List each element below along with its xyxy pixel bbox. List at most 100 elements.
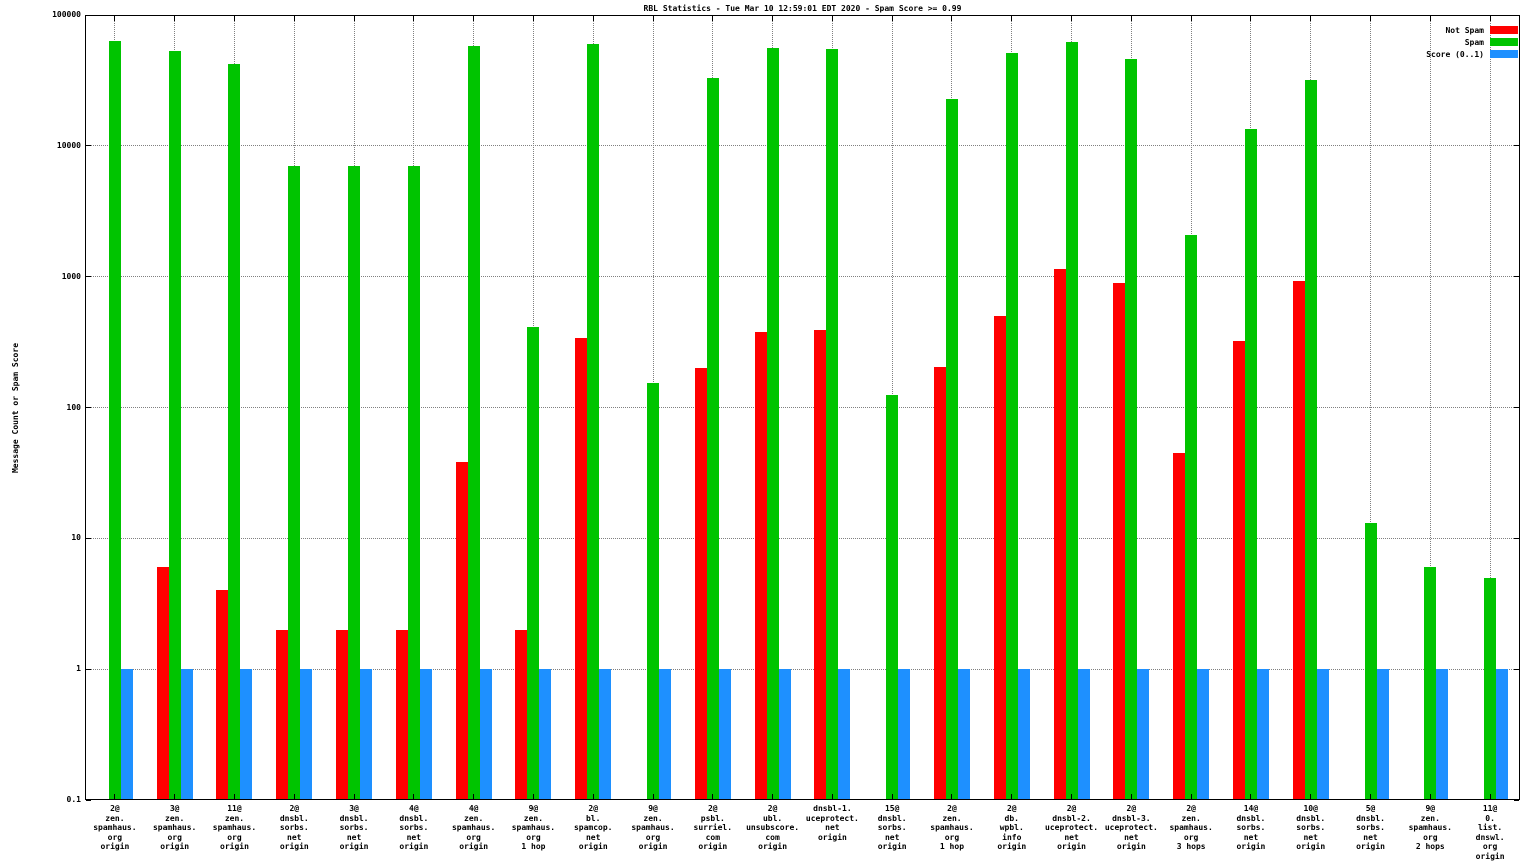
x-tick-label-line: org (1183, 832, 1199, 842)
x-tick-label-line: dnsbl. (1356, 813, 1385, 823)
x-tick-label-line: 4@ (468, 804, 479, 813)
bar-score (1137, 669, 1150, 799)
y-axis-label: Message Count or Spam Score (11, 342, 20, 474)
x-tick-label-line: 2@ (947, 804, 957, 813)
bar-score (1077, 669, 1090, 799)
y-tick-mark-right (1514, 407, 1519, 408)
x-tick-label-line: net (406, 832, 422, 842)
x-tick-label-line: 2@ (1186, 804, 1196, 813)
x-tick-label-line: net (1363, 832, 1378, 842)
bar-spam (587, 44, 600, 799)
x-tick-mark-top (1071, 16, 1073, 21)
y-tick-mark-left (86, 537, 91, 539)
x-tick-label-line: spamhaus. (93, 823, 137, 832)
x-tick-mark-bottom (1310, 794, 1312, 799)
y-tick-label: 1 (76, 664, 81, 674)
x-tick-label-line: zen. (1420, 813, 1440, 823)
bar-spam (527, 327, 540, 799)
x-tick-mark-bottom (951, 794, 953, 799)
bar-not-spam (336, 629, 349, 799)
x-tick-label-line: 3 hops (1176, 842, 1206, 851)
bar-spam (1005, 53, 1018, 799)
x-tick-label: 3@ dnsbl. sorbs. net origin (324, 804, 384, 852)
x-tick-label-line: sorbs. (1296, 823, 1326, 832)
y-gridline (85, 407, 1520, 408)
bar-spam (1424, 567, 1437, 799)
x-tick-mark-bottom (592, 794, 594, 799)
bar-not-spam (455, 462, 468, 799)
bar-spam (766, 47, 779, 799)
x-tick-mark-top (592, 16, 594, 21)
bar-not-spam (1053, 268, 1066, 799)
x-tick-label-line: spamhaus. (1169, 823, 1213, 832)
x-tick-label: 3@ zen. spamhaus. org origin (145, 804, 205, 852)
x-tick-label-line: zen. (523, 813, 544, 823)
x-tick-label-line: dnswl. (1475, 832, 1505, 842)
x-tick-mark-top (652, 16, 654, 21)
bar-spam (1125, 59, 1138, 799)
y-gridline (85, 145, 1520, 147)
x-tick-label-line: origin (698, 842, 728, 851)
x-tick-mark-top (951, 16, 953, 21)
x-tick-label-line: origin (220, 842, 249, 851)
x-tick-label-line: spamhaus. (451, 823, 496, 832)
y-gridline (85, 668, 1520, 670)
y-gridline (85, 537, 1520, 539)
x-tick-label-line: origin (638, 842, 668, 851)
bar-score (838, 669, 851, 799)
x-tick-label: 5@ dnsbl. sorbs. net origin (1341, 804, 1401, 852)
x-tick-label-line: spamhaus. (152, 823, 197, 832)
x-tick-mark-top (1250, 16, 1252, 21)
x-tick-mark-top (1489, 16, 1491, 21)
x-tick-label-line: 11@ (1482, 804, 1498, 813)
x-tick-mark-top (1429, 16, 1431, 21)
x-tick-label-line: 2@ (110, 804, 120, 813)
x-tick-label-line: spamhaus. (631, 823, 675, 832)
x-tick-label-line: origin (1057, 842, 1086, 851)
x-tick-label-line: spamhaus. (1408, 823, 1452, 832)
x-tick-label: 2@ zen. spamhaus. org 3 hops (1161, 804, 1221, 852)
x-gridline (1429, 15, 1431, 800)
x-tick-label-line: dnsbl. (1296, 813, 1326, 823)
x-tick-label: dnsbl-1. uceprotect. net origin (803, 804, 863, 842)
x-tick-label: 2@ zen. spamhaus. org 1 hop (922, 804, 982, 852)
x-tick-label-line: net (287, 832, 302, 842)
bar-score (957, 669, 970, 799)
bar-score (659, 669, 672, 799)
x-tick-label-line: origin (1296, 842, 1326, 851)
bar-not-spam (515, 629, 528, 799)
x-tick-label-line: dnsbl. (339, 813, 369, 823)
x-tick-mark-bottom (772, 794, 774, 799)
x-tick-label-line: org (944, 832, 960, 842)
x-tick-mark-top (1011, 16, 1013, 21)
x-tick-label-line: origin (1236, 842, 1266, 851)
x-tick-label-line: psbl. (700, 813, 725, 823)
x-tick-mark-top (712, 16, 714, 21)
x-tick-label-line: uceprotect. (1104, 823, 1158, 832)
x-tick-label-line: 1 hop (521, 842, 546, 851)
x-tick-label-line: net (1124, 832, 1139, 842)
x-tick-label: 4@ zen. spamhaus. org origin (444, 804, 504, 852)
x-tick-label-line: spamhaus. (212, 823, 257, 832)
x-tick-mark-bottom (413, 794, 415, 799)
x-tick-label-line: origin (578, 842, 608, 851)
x-tick-label: 9@ zen. spamhaus. org origin (623, 804, 683, 852)
x-tick-label-line: 11@ (227, 804, 242, 813)
bar-not-spam (395, 629, 408, 799)
y-tick-mark-right (1514, 537, 1519, 539)
x-tick-label-line: spamcop. (573, 823, 613, 832)
x-tick-mark-bottom (1429, 794, 1431, 799)
x-tick-label-line: sorbs. (1236, 823, 1266, 832)
x-tick-label-line: zen. (105, 813, 125, 823)
x-tick-label-line: net (1064, 832, 1079, 842)
x-tick-label-line: 15@ (884, 804, 900, 813)
x-tick-label-line: 2@ (1006, 804, 1017, 813)
x-tick-label: 4@ dnsbl. sorbs. net origin (384, 804, 444, 852)
bar-score (120, 669, 133, 799)
y-tick-label: 100000 (52, 10, 81, 19)
x-tick-label: 11@ zen. spamhaus. org origin (205, 804, 265, 852)
bar-spam (945, 98, 958, 799)
x-tick-label-line: dnsbl-1. (813, 804, 852, 813)
bar-not-spam (814, 330, 827, 799)
